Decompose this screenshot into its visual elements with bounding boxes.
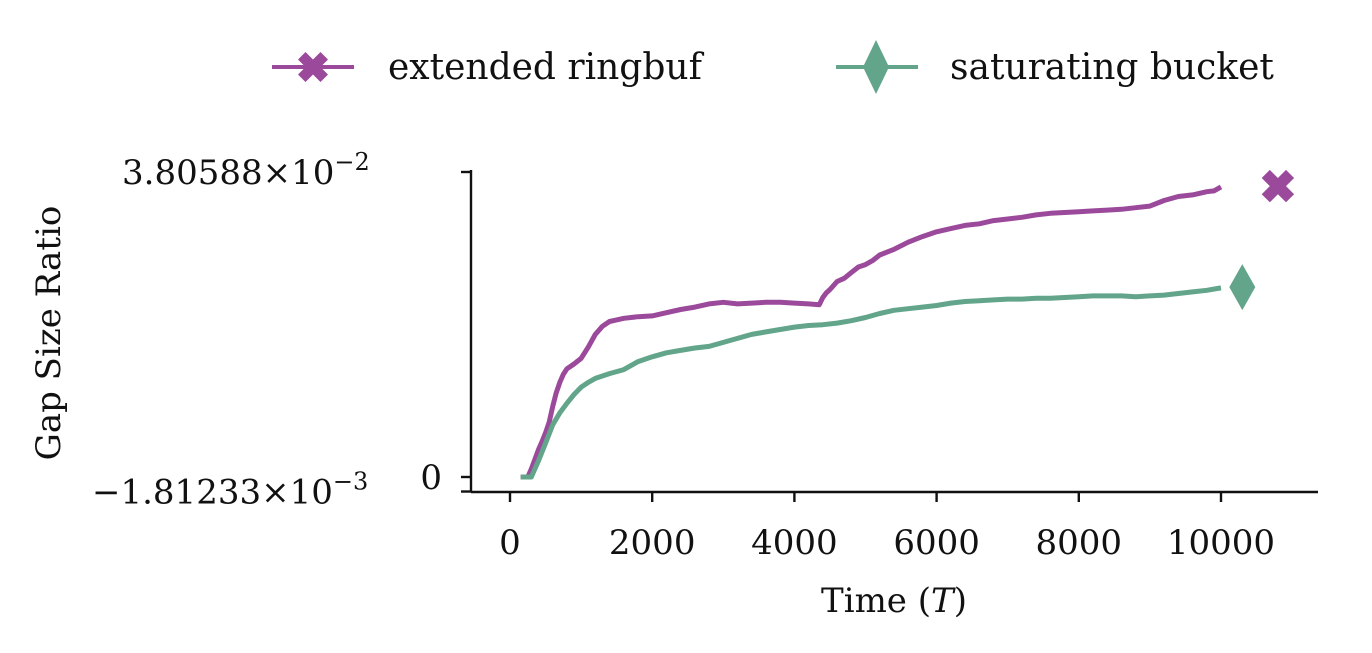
diamond-marker-icon (863, 40, 889, 94)
legend-label-saturating-bucket: saturating bucket (950, 47, 1274, 88)
series-line-extended-ringbuf (520, 184, 1223, 480)
y-ticks: 3.80588×10−2 −1.81233×10−3 0 (92, 148, 471, 513)
x-axis-title: Time (T) (821, 581, 967, 621)
legend-item-extended-ringbuf: extended ringbuf (272, 47, 705, 88)
y-axis-title: Gap Size Ratio (29, 206, 69, 461)
x-tick-label: 2000 (609, 523, 696, 563)
end-marker-extended-ringbuf (1261, 169, 1295, 203)
legend: extended ringbuf saturating bucket (272, 40, 1274, 94)
x-tick-label: 8000 (1036, 523, 1123, 563)
y-tick-label: 3.80588×10−2 (122, 148, 370, 193)
x-tick-label: 10000 (1167, 523, 1275, 563)
plot-area (520, 184, 1223, 480)
y-tick-label: 0 (420, 458, 442, 498)
x-tick-label: 0 (499, 523, 521, 563)
x-tick-label: 4000 (751, 523, 838, 563)
end-marker-saturating-bucket (1229, 264, 1256, 311)
series-line-saturating-bucket (520, 285, 1222, 480)
y-tick-label: −1.81233×10−3 (92, 468, 368, 513)
x-marker-icon (298, 52, 328, 82)
x-ticks: 0 2000 4000 6000 8000 10000 (499, 492, 1275, 563)
axes (469, 170, 1318, 494)
legend-label-extended-ringbuf: extended ringbuf (388, 47, 705, 88)
legend-item-saturating-bucket: saturating bucket (836, 40, 1274, 94)
x-tick-label: 6000 (893, 523, 980, 563)
